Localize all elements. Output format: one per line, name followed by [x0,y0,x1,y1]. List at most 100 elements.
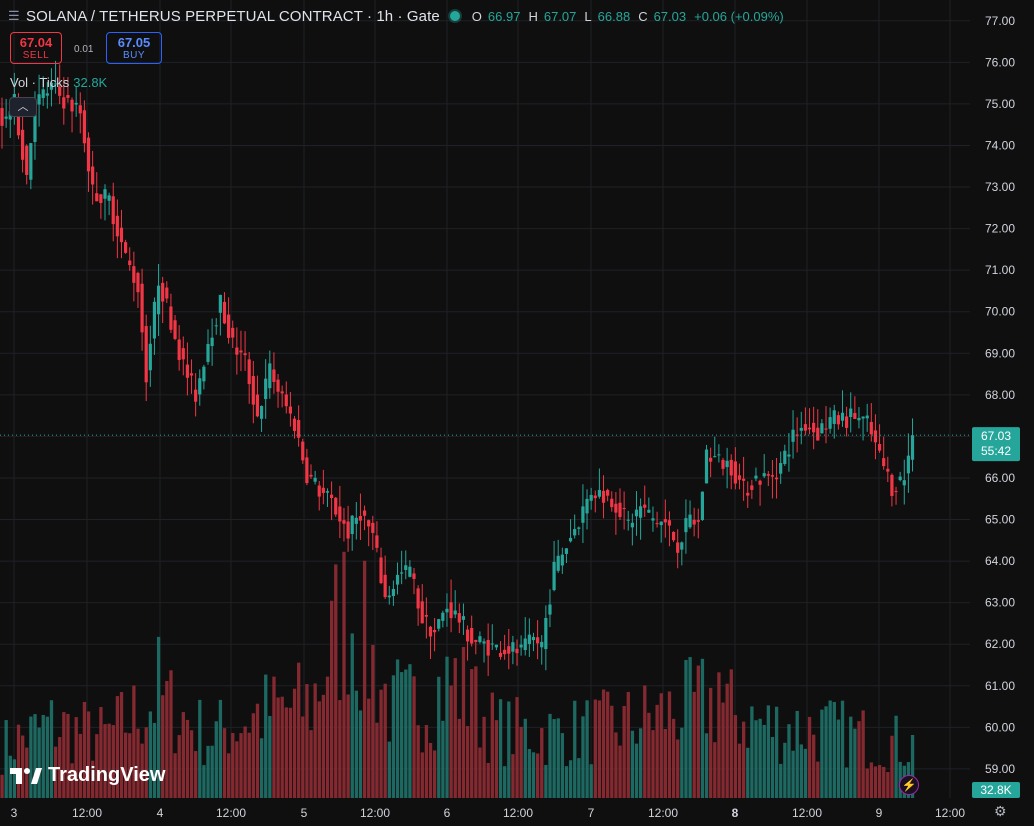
volume-bar [696,665,700,798]
volume-bar [564,766,569,798]
volume-bar [264,674,268,798]
candle-body [770,475,775,477]
volume-bar [95,734,99,798]
price-axis[interactable]: 59.00 60.00 61.00 62.00 63.00 64.00 65.00 66.00… [985,14,1015,776]
candle-body [441,612,445,621]
gear-icon[interactable]: ⚙ [994,803,1007,819]
candle-body [33,112,37,142]
volume-bar [288,707,293,798]
volume-bar [37,727,41,798]
volume-bar [758,718,762,798]
candle-body [305,457,309,484]
volume-bar [828,700,832,798]
candles [0,60,915,676]
volume-bar [882,766,886,798]
y-tick-label: 74.00 [985,138,1015,152]
collapse-legend-button[interactable]: ︿ [9,97,37,117]
candle-body [66,95,70,98]
candle-body [832,410,836,424]
volume-bar [470,669,474,798]
open-label: O [471,8,482,24]
volume-bar [218,699,223,798]
candle-body [684,518,688,533]
high-label: H [528,8,538,24]
candle-body [321,487,325,493]
volume-bar [235,741,239,798]
volume-bar [877,765,882,798]
volume-bar [194,751,198,798]
volume-bar [354,690,359,798]
volume-bar [433,750,437,798]
candle-body [453,610,457,615]
candle-body [107,195,111,201]
volume-bar [544,764,548,798]
spread-value: 0.01 [74,44,94,55]
candle-body [840,412,845,421]
volume-bar [198,699,202,798]
candle-body [733,461,737,484]
candle-body [210,337,214,346]
volume-bar [634,743,639,798]
volume-bar [865,768,869,798]
candle-body [338,506,342,522]
candle-body [478,636,482,643]
volume-bar [181,712,185,798]
volume-bar [626,691,630,798]
volume-bar [358,710,363,798]
lightning-icon[interactable]: ⚡ [899,775,919,795]
volume-bar [284,707,288,798]
volume-bar [91,760,95,798]
volume-bar [338,700,342,798]
volume-bar [156,636,161,798]
candle-body [395,574,400,585]
candle-body [231,327,235,338]
volume-bar [210,745,214,798]
candle-body [346,521,350,539]
volume-legend[interactable]: Vol · Ticks 32.8K [10,75,107,90]
candle-body [470,627,474,644]
volume-bar [692,691,696,798]
open-value: 66.97 [487,8,521,24]
candle-body [614,503,618,513]
candle-body [779,463,783,474]
tradingview-logo[interactable]: TradingView [10,764,165,787]
volume-bar [371,644,375,798]
volume-bar [680,727,684,798]
sell-button[interactable]: 67.04 SELL [10,32,62,64]
x-tick-label: 9 [876,806,883,820]
candle-body [70,99,74,112]
volume-bar [556,718,560,798]
volume-bar [618,745,622,798]
candle-body [317,485,321,497]
volume-bar [342,551,346,798]
volume-bar [206,745,210,798]
volume-bar [416,725,420,798]
symbol-title[interactable]: SOLANA / TETHERUS PERPETUAL CONTRACT · 1… [26,7,440,25]
time-axis[interactable]: 3 12:00 4 12:00 5 12:00 6 12:00 7 12:00 8 12:00 9 12:… [11,806,966,820]
volume-bar [346,694,350,798]
volume-bar [99,707,103,798]
y-tick-label: 71.00 [985,263,1015,277]
candle-body [474,639,478,642]
candle-body [902,480,906,486]
candle-body [507,646,511,654]
volume-bar [713,742,717,798]
candle-body [227,314,231,338]
volume-bar [119,692,124,798]
volume-bar [676,739,680,798]
candle-body [857,417,861,421]
candle-body [523,638,527,651]
volume-bar [527,749,532,798]
candle-body [531,636,536,641]
menu-icon[interactable]: ☰ [8,8,20,23]
change-value: +0.06 (+0.09%) [694,8,784,24]
volume-bar [16,724,21,798]
candle-body [873,430,878,443]
volume-bar [643,685,647,798]
buy-button[interactable]: 67.05 BUY [106,32,162,64]
candle-body [156,285,161,315]
volume-bar [770,737,775,798]
candle-body [803,424,807,431]
candle-body [194,389,198,402]
